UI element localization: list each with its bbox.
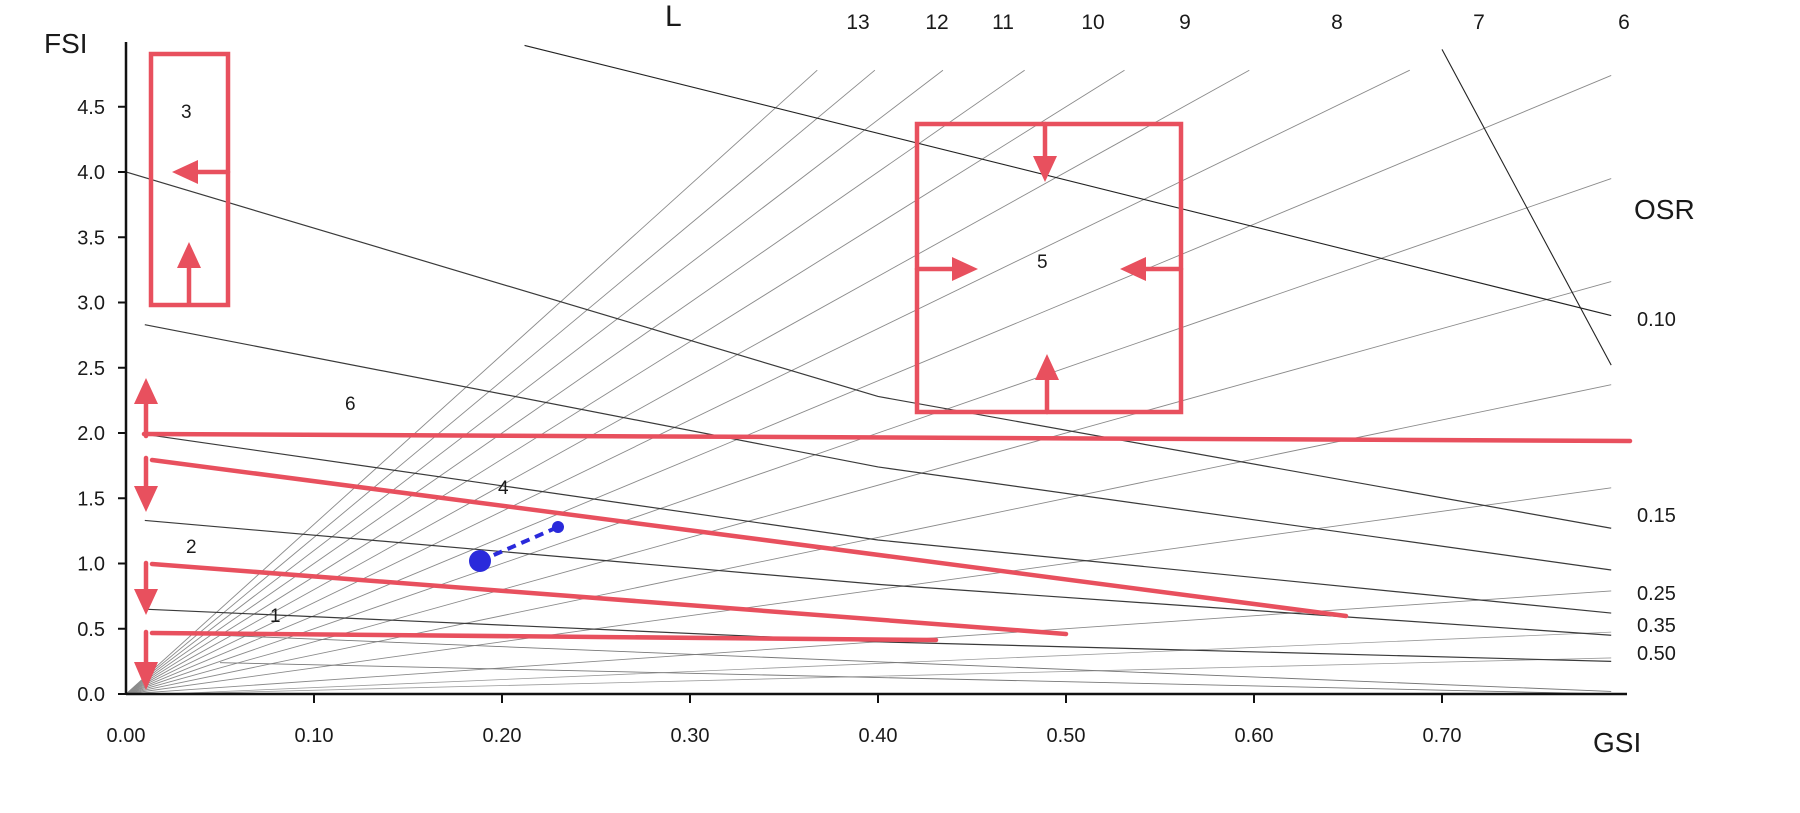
zone-5-arrow-right <box>952 257 978 281</box>
osr-curves <box>125 171 1612 695</box>
osr-curve <box>144 608 1612 662</box>
zone-5-arrow-left <box>1120 257 1146 281</box>
x-tick-label: 0.10 <box>295 725 334 747</box>
x-axis-title: GSI <box>1593 727 1641 758</box>
y-tick-label: 2.5 <box>77 358 105 380</box>
zone-5-arrow-down <box>1033 156 1057 182</box>
data-point-group <box>469 521 564 572</box>
layer-label: 13 <box>846 11 869 34</box>
max-layers-line <box>524 44 1612 317</box>
zone-5-label: 5 <box>1037 252 1048 273</box>
layer-label: 10 <box>1081 11 1104 34</box>
zone-3-label: 3 <box>181 102 192 123</box>
layer-line <box>125 69 1410 695</box>
x-tick-label: 0.60 <box>1235 725 1274 747</box>
osr-curve <box>144 324 1612 571</box>
layer-line <box>125 384 1612 695</box>
zone-2-line <box>149 561 1069 637</box>
zone-6-arrow-up <box>134 378 158 404</box>
layer-label: 8 <box>1331 11 1343 34</box>
osr-curve <box>125 171 1612 529</box>
zone-1-line <box>149 630 939 643</box>
zone-numbers: 1 2 3 4 5 6 <box>181 102 1048 627</box>
y-tick-label: 4.0 <box>77 162 105 184</box>
osr-label: 0.15 <box>1637 505 1676 527</box>
layer-line <box>125 75 1612 695</box>
x-tick-label: 0.40 <box>859 725 898 747</box>
x-ticks: 0.00 0.10 0.20 0.30 0.40 0.50 0.60 0.70 <box>107 694 1462 747</box>
layer-line <box>125 590 1612 695</box>
x-tick-label: 0.50 <box>1047 725 1086 747</box>
max-gsi-line <box>1441 49 1612 366</box>
y-tick-label: 0.5 <box>77 619 105 641</box>
zone-1-arrow-down <box>134 662 158 690</box>
osr-curve <box>219 662 1612 695</box>
zone-overlays <box>141 51 1633 673</box>
layer-line <box>125 69 1025 695</box>
zone-6-line <box>141 431 1633 444</box>
y-ticks: 0.0 0.5 1.0 1.5 2.0 2.5 3.0 3.5 4.0 4.5 <box>77 97 126 706</box>
layer-label: 7 <box>1473 11 1485 34</box>
zone-1-label: 1 <box>270 606 281 627</box>
layer-label: 6 <box>1618 11 1630 34</box>
osr-labels: 0.10 0.15 0.25 0.35 0.50 <box>1637 309 1676 665</box>
x-tick-label: 0.00 <box>107 725 146 747</box>
axes <box>124 42 1627 696</box>
layer-label: 9 <box>1179 11 1191 34</box>
layer-line <box>125 281 1612 695</box>
envelope-lines <box>524 44 1612 366</box>
y-tick-label: 1.0 <box>77 554 105 576</box>
x-tick-label: 0.70 <box>1423 725 1462 747</box>
osr-axis-title: OSR <box>1634 194 1695 225</box>
zone-2-arrow-down <box>134 589 158 615</box>
y-tick-label: 2.0 <box>77 423 105 445</box>
layer-line <box>125 487 1612 695</box>
layer-line <box>163 657 1612 695</box>
zone-4-arrow-down <box>134 486 158 512</box>
layer-axis-title: L <box>665 0 682 33</box>
layer-line <box>125 69 818 695</box>
zone-4-line <box>149 457 1349 619</box>
data-point-large <box>469 550 491 572</box>
zone-3-arrow-up <box>177 242 201 268</box>
layer-line <box>163 631 1612 695</box>
osr-label: 0.35 <box>1637 615 1676 637</box>
y-tick-label: 1.5 <box>77 488 105 510</box>
zone-2-label: 2 <box>186 537 197 558</box>
layer-line <box>125 69 1125 695</box>
zone-6-label: 6 <box>345 394 356 415</box>
zone-arrowheads <box>134 156 1146 690</box>
zone-3-arrow-left <box>172 160 198 184</box>
layer-line <box>125 69 1250 695</box>
layer-lines <box>125 69 1612 695</box>
y-tick-label: 3.0 <box>77 293 105 315</box>
layer-line <box>125 69 876 695</box>
zone-5-arrow-up <box>1035 354 1059 380</box>
y-axis-title: FSI <box>44 28 88 59</box>
y-tick-label: 4.5 <box>77 97 105 119</box>
layer-line <box>125 69 944 695</box>
x-tick-label: 0.20 <box>483 725 522 747</box>
layer-label: 12 <box>925 11 948 34</box>
osr-curve <box>144 433 1612 614</box>
zone-4-label: 4 <box>498 478 509 499</box>
osr-label: 0.50 <box>1637 643 1676 665</box>
y-tick-label: 3.5 <box>77 227 105 249</box>
osr-label: 0.10 <box>1637 309 1676 331</box>
layer-labels: 13 12 11 10 9 8 7 6 <box>846 11 1630 34</box>
osr-label: 0.25 <box>1637 583 1676 605</box>
x-tick-label: 0.30 <box>671 725 710 747</box>
osr-curve <box>144 519 1612 636</box>
osr-curve <box>219 634 1612 692</box>
y-tick-label: 0.0 <box>77 684 105 706</box>
data-point-small <box>552 521 564 533</box>
layer-label: 11 <box>992 11 1014 34</box>
